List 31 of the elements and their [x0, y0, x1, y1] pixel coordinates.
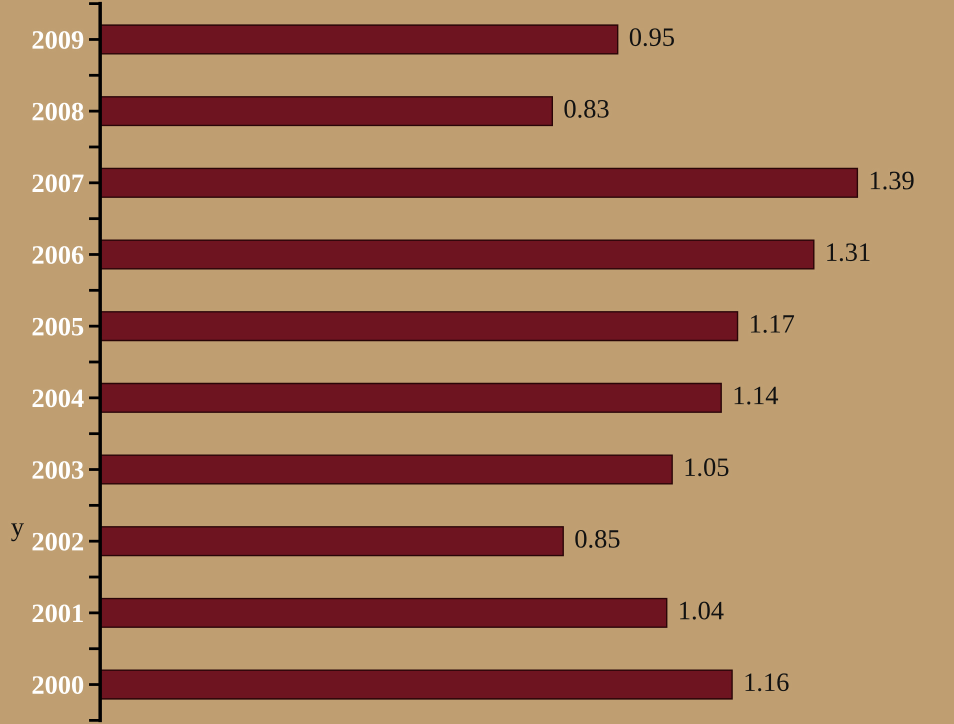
y-tick-label: 2009 — [32, 31, 84, 49]
bar — [100, 526, 564, 556]
data-label: 1.05 — [686, 458, 728, 476]
y-tick-label: 2003 — [32, 461, 84, 479]
bar — [100, 311, 738, 342]
y-axis-title: y — [11, 523, 24, 542]
bar — [100, 239, 814, 270]
y-tick-label: 2002 — [32, 532, 84, 551]
bar — [100, 382, 722, 413]
y-tick-label: 2000 — [32, 676, 84, 694]
data-label: 1.39 — [870, 172, 914, 190]
data-label: 0.83 — [564, 100, 609, 118]
data-label: 1.04 — [680, 602, 724, 620]
bar — [100, 168, 858, 198]
bar — [100, 598, 668, 628]
data-label: 1.14 — [734, 386, 778, 405]
data-label: 0.85 — [575, 530, 620, 548]
bar — [100, 24, 618, 54]
bar — [100, 96, 554, 126]
bar — [100, 670, 733, 700]
data-label: 1.16 — [746, 673, 789, 692]
y-tick-label: 2008 — [32, 102, 84, 121]
data-label: 1.31 — [827, 243, 870, 262]
y-tick-label: 2006 — [32, 246, 84, 264]
data-label: 0.95 — [630, 28, 674, 46]
y-tick-label: 2001 — [32, 604, 83, 622]
y-tick-label: 2005 — [32, 318, 84, 336]
bar — [100, 454, 673, 485]
y-tick-label: 2004 — [32, 389, 84, 408]
y-tick-label: 2007 — [32, 174, 84, 192]
data-label: 1.17 — [750, 315, 794, 333]
